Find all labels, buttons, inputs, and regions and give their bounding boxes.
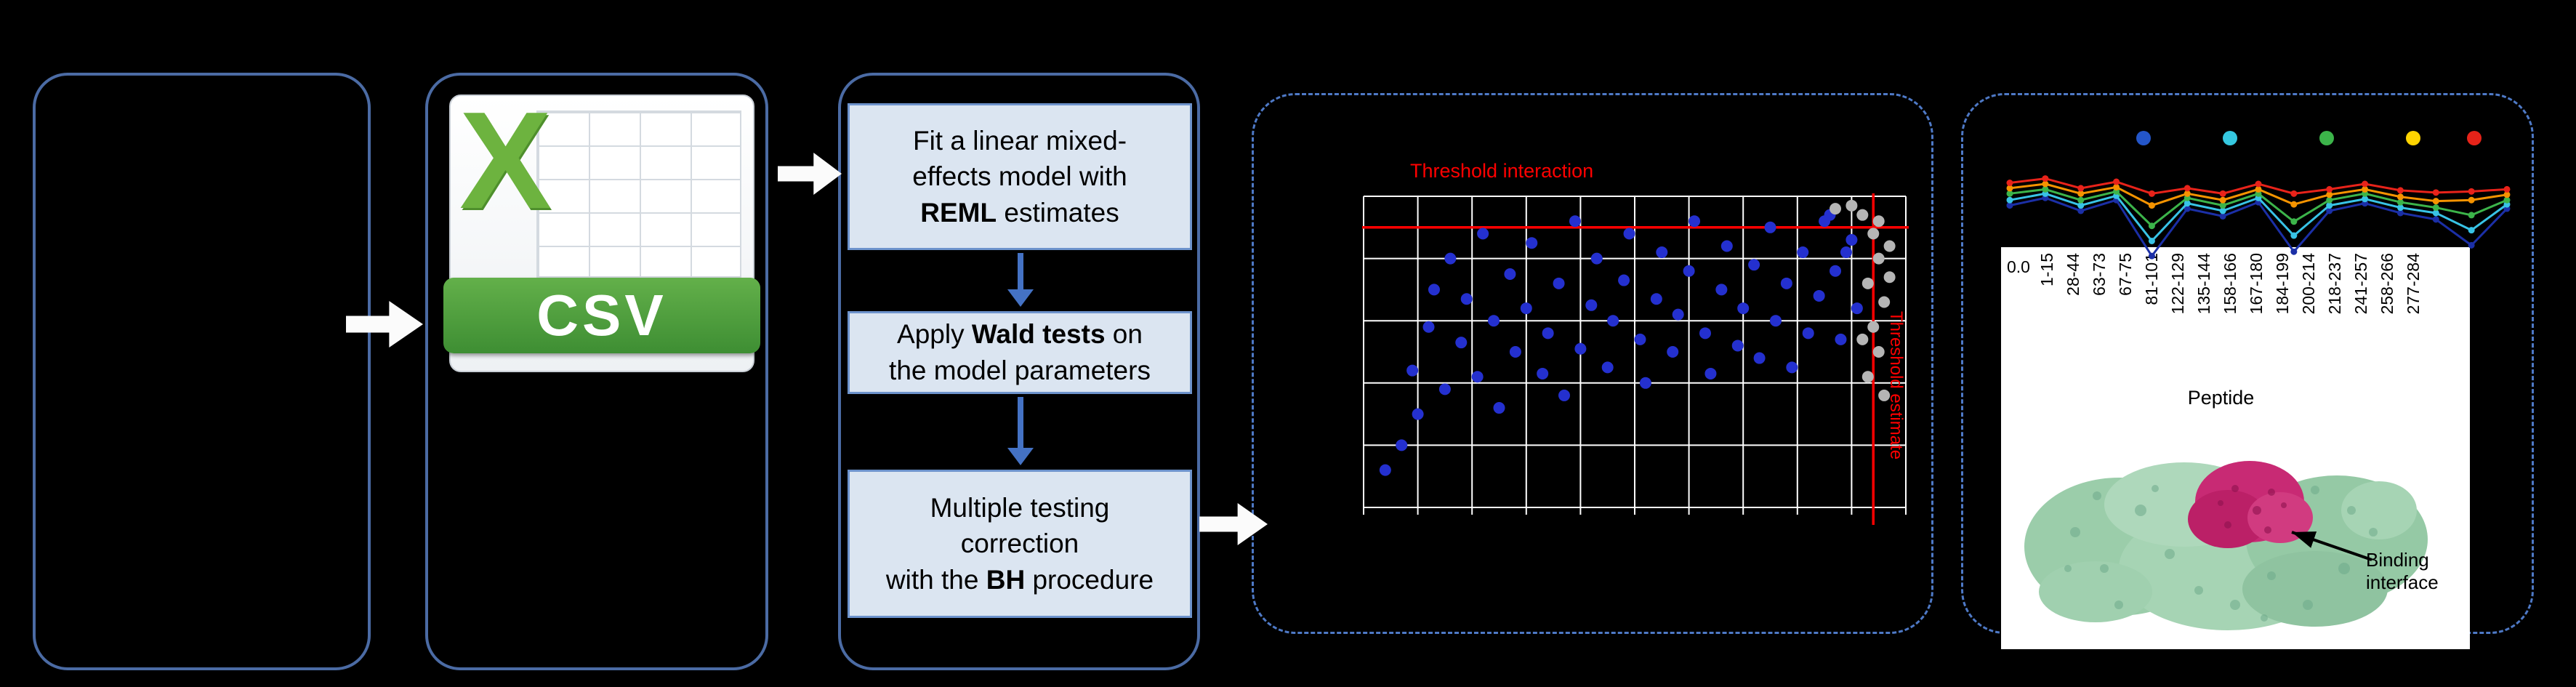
down-arrow-icon: [1007, 253, 1034, 307]
step-text-bold: REML: [920, 197, 997, 228]
csv-x-letter: X: [459, 84, 552, 238]
step-text: effects model with: [912, 161, 1127, 192]
step-bh-text: Multiple testing correction with the BH …: [886, 490, 1154, 598]
binding-interface-arrow: [2291, 531, 2372, 561]
step-wald-box: Apply Wald tests on the model parameters: [848, 311, 1192, 394]
series-legend-dot: [2136, 131, 2151, 145]
step-text-bold: BH: [986, 564, 1026, 595]
binding-label-line1: Binding: [2366, 549, 2429, 571]
step-text-bold: Wald tests: [971, 319, 1106, 350]
step-text: Apply: [897, 319, 972, 350]
peptide-line-chart: [2006, 175, 2511, 260]
series-legend-dot: [2319, 131, 2334, 145]
step-text: the model parameters: [889, 355, 1151, 385]
down-arrow-icon: [1007, 397, 1034, 465]
series-legend: [2004, 131, 2513, 150]
scatter-plot: [1362, 193, 1909, 525]
step-wald-text: Apply Wald tests on the model parameters: [889, 316, 1151, 388]
threshold-interaction-label: Threshold interaction: [1410, 160, 1594, 182]
y-axis-tick-label: 0.0: [2007, 257, 2030, 276]
flow-arrow-icon: [778, 153, 842, 195]
x-axis-title: Peptide: [2187, 387, 2255, 409]
peptide-axis-panel: 0.0 1-15 28-44 63-73 67-75 81-101 122-129 135-…: [2001, 247, 2470, 649]
threshold-estimate-label: Threshold estimate: [1886, 311, 1906, 460]
protein-structure: [2024, 461, 2428, 630]
csv-spreadsheet-grid: [536, 111, 741, 278]
panel-input: [33, 73, 371, 670]
series-legend-dot: [2467, 131, 2482, 145]
binding-interface-label: Binding interface: [2366, 549, 2468, 593]
csv-file-icon: X CSV: [443, 84, 760, 372]
step-reml-box: Fit a linear mixed- effects model with R…: [848, 103, 1192, 250]
binding-label-line2: interface: [2366, 571, 2439, 593]
step-text: Fit a linear mixed-: [912, 125, 1127, 156]
panel-scatter-results: [1252, 93, 1933, 634]
step-text: estimates: [997, 197, 1119, 228]
step-text: on: [1105, 319, 1143, 350]
series-legend-dot: [2406, 131, 2420, 145]
step-text: procedure: [1025, 564, 1154, 595]
series-legend-dot: [2223, 131, 2237, 145]
csv-label: CSV: [536, 283, 667, 347]
step-bh-box: Multiple testing correction with the BH …: [848, 470, 1192, 618]
step-reml-text: Fit a linear mixed- effects model with R…: [912, 123, 1127, 231]
step-text: Multiple testing: [930, 492, 1110, 523]
step-text: correction: [960, 529, 1079, 559]
csv-banner: CSV: [443, 278, 760, 353]
step-text: with the: [885, 564, 986, 595]
